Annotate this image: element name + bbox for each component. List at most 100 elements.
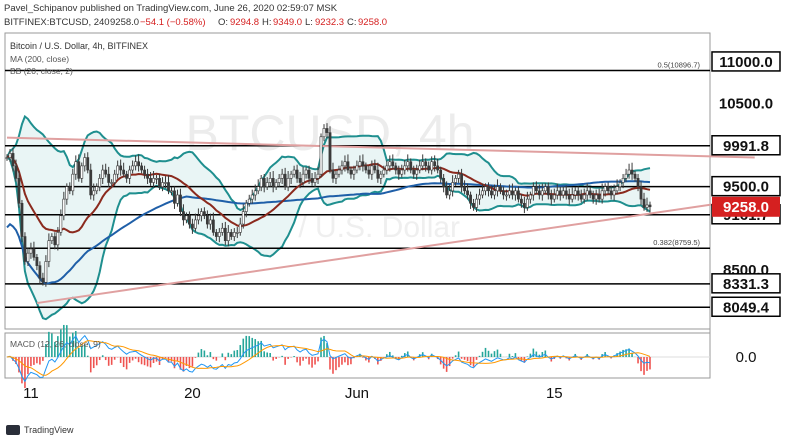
candle-body [310, 178, 314, 183]
candle-body [496, 186, 499, 192]
candle-body [546, 186, 550, 196]
candle-body [615, 186, 619, 192]
candle-body [271, 178, 275, 187]
candle-body [211, 219, 215, 233]
candle-body [214, 232, 218, 237]
publisher-line: Pavel_Schipanov published on TradingView… [4, 3, 338, 14]
candle-body [38, 265, 42, 279]
candle-body [295, 169, 299, 179]
candle-body [528, 194, 532, 200]
candle-body [561, 190, 565, 196]
candle-body [29, 248, 33, 254]
candle-body [65, 186, 69, 200]
candle-body [304, 169, 308, 175]
candle-body [182, 211, 185, 221]
candle-body [519, 198, 523, 204]
candle-body [493, 190, 496, 196]
candle-body [202, 211, 206, 217]
last-price: 9258.0 [110, 17, 139, 28]
candle-body [370, 165, 374, 175]
candle-body [475, 198, 478, 208]
candle-body [77, 161, 81, 179]
candle-body [68, 186, 72, 192]
candle-body [11, 153, 15, 167]
candle-body [603, 186, 607, 192]
candle-body [32, 248, 36, 258]
candle-body [62, 198, 66, 217]
candle-body [247, 198, 251, 204]
candle-body [146, 173, 149, 179]
candle-body [173, 190, 176, 204]
bollinger-upper [6, 114, 651, 212]
tradingview-logo[interactable]: TradingView [6, 425, 74, 435]
candle-body [205, 215, 209, 225]
macd-signal-line [6, 340, 651, 376]
candle-body [442, 178, 446, 187]
price-label: 10500.0 [719, 96, 773, 113]
candle-body [107, 173, 111, 183]
candle-body [241, 211, 245, 225]
candle-body [334, 173, 338, 179]
bollinger-bands [6, 114, 651, 321]
candle-body [555, 190, 559, 196]
candle-body [343, 161, 347, 167]
candle-body [262, 178, 266, 187]
macd-label: MACD (12, 26, close, 9) [10, 339, 101, 349]
candle-body [394, 165, 398, 171]
candle-body [400, 169, 404, 175]
candle-body [379, 173, 383, 179]
candle-body [367, 169, 371, 175]
current-price-label: 9258.0 [723, 199, 769, 216]
candle-body [478, 194, 481, 200]
horizontal-levels: 0.5(10896.7) 0.382(8759.5) [5, 61, 710, 309]
low-label: L: [305, 17, 313, 28]
candle-body [612, 190, 616, 196]
candle-body [194, 219, 197, 229]
candle-body [540, 190, 544, 196]
candle-body [110, 182, 114, 184]
candle-body [131, 165, 135, 171]
candle-body [403, 165, 407, 171]
open-label: O: [218, 17, 228, 28]
time-label: 20 [184, 385, 201, 402]
time-label: Jun [345, 385, 369, 402]
candle-body [502, 190, 505, 196]
candle-body [53, 236, 57, 246]
candle-body [543, 186, 547, 192]
candle-body [397, 169, 401, 175]
candle-body [137, 161, 140, 167]
candle-body [484, 186, 487, 192]
candle-body [570, 194, 574, 200]
candle-body [451, 182, 455, 192]
candle-body [531, 186, 535, 196]
candle-body [14, 165, 18, 179]
candle-body [292, 169, 296, 175]
candle-body [280, 173, 284, 179]
candle-body [466, 190, 469, 196]
candle-body [101, 169, 105, 179]
candle-body [564, 190, 568, 196]
candle-body [514, 190, 517, 196]
candle-body [83, 157, 87, 167]
candle-body [104, 169, 108, 175]
candle-body [259, 178, 263, 187]
candle-body [481, 190, 484, 196]
candle-body [322, 128, 326, 138]
candle-body [301, 173, 305, 183]
candle-body [487, 186, 490, 192]
candle-body [421, 161, 425, 167]
candle-body [418, 165, 422, 171]
candle-body [430, 161, 434, 171]
trendline [6, 136, 755, 159]
candle-body [119, 165, 123, 171]
candle-body [337, 169, 341, 175]
candle-body [74, 161, 78, 175]
price-change: −54.1 (−0.58%) [140, 17, 206, 28]
candle-body [155, 178, 158, 180]
candle-body [277, 178, 281, 183]
candle-body [627, 169, 631, 175]
candle-body [250, 194, 254, 200]
candle-body [8, 153, 12, 158]
candle-body [457, 173, 460, 179]
candle-body [331, 169, 335, 179]
